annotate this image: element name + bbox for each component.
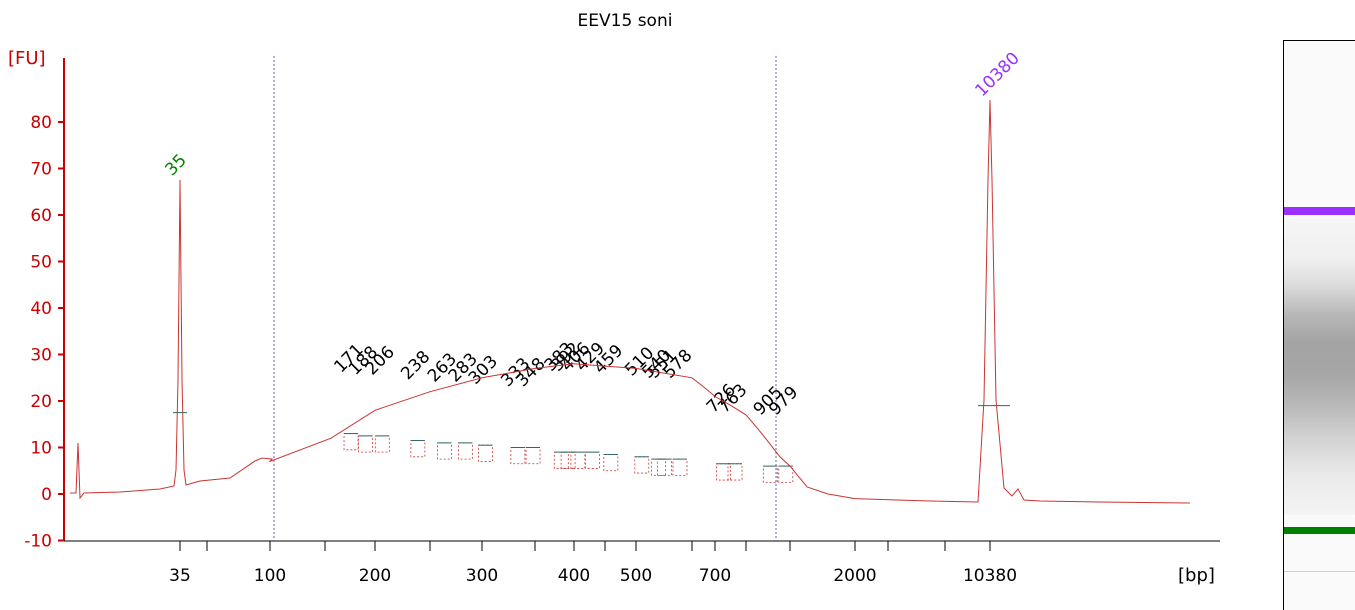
- y-tick-label: 50: [30, 253, 52, 273]
- peak-box: [478, 444, 493, 462]
- peak-box: [358, 435, 373, 453]
- peak-box: [634, 456, 650, 474]
- y-tick-label: 0: [41, 485, 52, 505]
- gel-lower-marker-band: [1284, 527, 1355, 534]
- peak-box: [778, 465, 794, 483]
- peak-box: [727, 463, 743, 481]
- peak-box: [603, 454, 619, 472]
- gel-baseline: [1284, 571, 1355, 572]
- x-tick-label: 100: [254, 566, 286, 586]
- gel-lane: [1283, 40, 1355, 610]
- peak-box: [651, 458, 667, 476]
- marker-label: 10380: [971, 49, 1023, 101]
- y-tick-label: 80: [30, 113, 52, 133]
- trace-line: [70, 99, 1191, 504]
- peak-box: [410, 440, 426, 458]
- x-tick-label: 35: [169, 566, 191, 586]
- x-ticks: 35 100 200 300 400 500 700 2000 10380: [169, 541, 1017, 586]
- y-ticks: -10 0 10 20 30 40 50 60 70 80: [24, 113, 64, 552]
- y-tick-label: 60: [30, 206, 52, 226]
- y-tick-label: -10: [24, 532, 52, 552]
- marker-label: 35: [161, 151, 190, 180]
- y-tick-label: 10: [30, 439, 52, 459]
- y-tick-label: 70: [30, 160, 52, 180]
- peak-box: [716, 463, 731, 481]
- gel-smear: [1284, 218, 1355, 515]
- peak-box: [560, 451, 576, 469]
- x-tick-label: 10380: [963, 566, 1017, 586]
- x-tick-label: 400: [558, 566, 590, 586]
- peak-box: [343, 433, 359, 451]
- x-tick-label: 300: [466, 566, 498, 586]
- y-axis-label: [FU]: [8, 48, 46, 69]
- peak-box: [437, 442, 452, 460]
- y-tick-label: 40: [30, 299, 52, 319]
- y-tick-label: 20: [30, 392, 52, 412]
- x-tick-label: 500: [620, 566, 652, 586]
- peak-markers: 1711882062382632833033333483833924064294…: [330, 339, 802, 483]
- peak-box: [374, 435, 390, 453]
- x-tick-label: 700: [699, 566, 731, 586]
- y-tick-label: 30: [30, 346, 52, 366]
- electropherogram-chart: EEV15 soni [FU] [bp] -10 0 10 20 30 40 50 60 70 8…: [8, 11, 1220, 586]
- peak-box: [457, 442, 473, 460]
- x-axis-label: [bp]: [1178, 565, 1215, 586]
- x-tick-label: 2000: [833, 566, 876, 586]
- peak-box: [657, 458, 672, 476]
- peak-box: [570, 451, 586, 469]
- x-tick-label: 200: [359, 566, 391, 586]
- peak-box: [525, 447, 541, 465]
- peak-box: [585, 451, 600, 469]
- peak-box: [510, 447, 526, 465]
- peak-box: [762, 465, 778, 483]
- chart-title: EEV15 soni: [578, 11, 673, 31]
- peak-box: [672, 458, 688, 476]
- gel-upper-marker-band: [1284, 207, 1355, 215]
